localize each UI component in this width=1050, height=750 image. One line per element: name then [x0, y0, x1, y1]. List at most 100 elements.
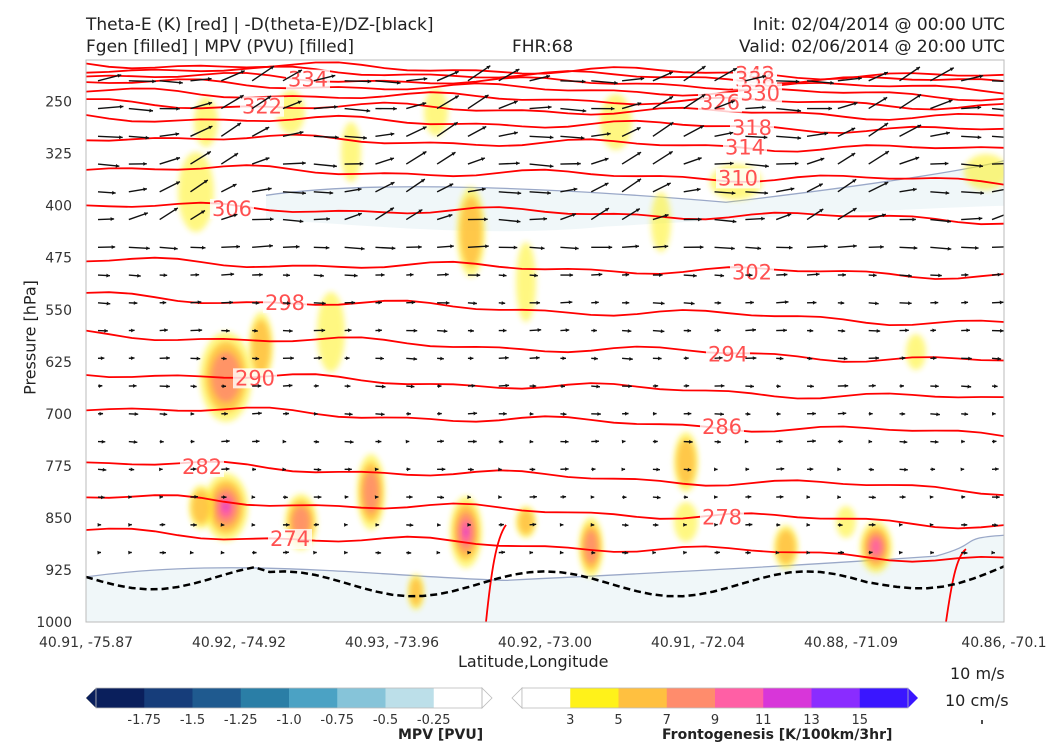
wind-vector-head: [604, 208, 609, 212]
wind-vector-head: [979, 164, 984, 168]
wind-vector-head: [621, 467, 626, 472]
wind-vector-head: [730, 100, 735, 104]
wind-vector-head: [812, 300, 817, 305]
wind-vector-head: [501, 550, 506, 555]
wind-vector-head: [979, 74, 984, 79]
wind-vector-head: [326, 217, 330, 221]
wind-vector-head: [562, 495, 567, 499]
wind-vector-head: [390, 132, 395, 137]
wind-vector-head: [1013, 136, 1017, 140]
wind-vector-head: [208, 125, 213, 130]
wind-vector-head: [347, 328, 352, 333]
wind-vector-head: [883, 71, 888, 76]
wind-vector-head: [317, 495, 322, 500]
contour-label-bg: [723, 137, 767, 158]
wind-vector-head: [776, 411, 781, 416]
fgen-blob: [464, 527, 468, 537]
wind-vector: [313, 106, 338, 110]
wind-vector: [714, 100, 736, 110]
wind-vector-head: [1011, 109, 1015, 113]
wind-vector-head: [696, 187, 701, 192]
wind-vector-head: [269, 217, 274, 222]
theta-e-contour-label: 274: [270, 527, 310, 551]
wind-vector-head: [315, 439, 320, 444]
wind-vector-head: [133, 301, 138, 305]
wind-vector: [375, 80, 401, 84]
wind-vector-head: [714, 522, 718, 527]
wind-vector-head: [595, 439, 600, 444]
fgen-blob: [251, 319, 271, 375]
wind-vector-head: [547, 191, 551, 195]
wind-vector-head: [569, 273, 574, 277]
wind-vector-head: [966, 328, 970, 333]
wind-vector-head: [898, 550, 903, 555]
mpv-colorbar-tick: -0.25: [417, 713, 451, 728]
wind-vector-head: [513, 131, 518, 135]
wind-vector: [375, 181, 395, 193]
wind-vector: [591, 80, 618, 84]
wind-vector-head: [654, 439, 658, 444]
wind-vector-head: [590, 522, 595, 527]
wind-vector: [991, 135, 1004, 138]
wind-vector-head: [732, 219, 737, 224]
wind-vector-head: [594, 356, 598, 361]
wind-vector-head: [917, 94, 922, 98]
wind-vector-head: [322, 301, 326, 306]
wind-vector-head: [701, 66, 706, 70]
wind-vector: [683, 125, 705, 137]
wind-vector-head: [960, 467, 965, 472]
wind-vector-head: [908, 301, 912, 306]
wind-vector-head: [731, 191, 736, 195]
wind-vector: [745, 75, 767, 82]
contour-label-bg: [233, 368, 277, 389]
wind-vector-head: [961, 495, 966, 499]
wind-vector: [806, 80, 834, 84]
wind-vector-head: [627, 329, 632, 333]
mpv-colorbar-segment: [385, 688, 435, 708]
wind-vector: [745, 163, 769, 168]
theta-e-contour: [86, 494, 1004, 530]
wind-vector-head: [233, 213, 238, 218]
wind-vector-head: [568, 300, 573, 305]
wind-vector-head: [629, 356, 633, 361]
wind-vector-head: [591, 550, 596, 555]
wind-vector-head: [858, 76, 862, 81]
wind-vector-head: [656, 467, 660, 472]
wind-vector: [560, 135, 585, 139]
chart-title-line2: Fgen [filled] | MPV (PVU) [filled]: [86, 37, 355, 57]
wind-vector-head: [875, 301, 879, 306]
mpv-contour-upper: [265, 159, 1004, 203]
wind-vector-head: [314, 411, 318, 416]
mpv-colorbar-extend-high: [481, 687, 493, 709]
wind-vector-head: [658, 356, 662, 361]
fgen-colorbar-segment: [618, 688, 668, 708]
wind-vector: [868, 96, 888, 110]
wind-vector-head: [255, 356, 260, 361]
wind-vector-head: [320, 273, 324, 278]
wind-vector-head: [884, 151, 889, 155]
wind-vector-head: [377, 550, 382, 555]
fgen-blob: [870, 538, 882, 556]
wind-vector-head: [110, 217, 115, 221]
wind-vector-head: [842, 411, 847, 416]
wind-vector-head: [779, 495, 784, 499]
fgen-colorbar-segment: [666, 688, 716, 708]
wind-vector-head: [529, 550, 534, 555]
mpv-colorbar-frame: [95, 687, 483, 709]
wind-vector-head: [254, 328, 258, 333]
wind-vector-head: [908, 273, 912, 278]
fgen-colorbar-segment: [763, 688, 812, 708]
wind-vector-head: [947, 246, 952, 251]
wind-vector: [97, 163, 120, 167]
wind-vector-head: [685, 356, 689, 361]
wind-vector-head: [869, 411, 873, 416]
wind-vector-head: [222, 356, 227, 361]
wind-vector-head: [265, 157, 270, 161]
fgen-blob: [178, 152, 214, 232]
wind-vector-head: [718, 356, 723, 360]
wind-vector-head: [529, 411, 534, 416]
wind-vector-head: [499, 439, 504, 444]
fgen-colorbar-tick: 3: [566, 713, 574, 728]
wind-vector-head: [720, 273, 725, 278]
fgen-blob: [1026, 422, 1046, 462]
